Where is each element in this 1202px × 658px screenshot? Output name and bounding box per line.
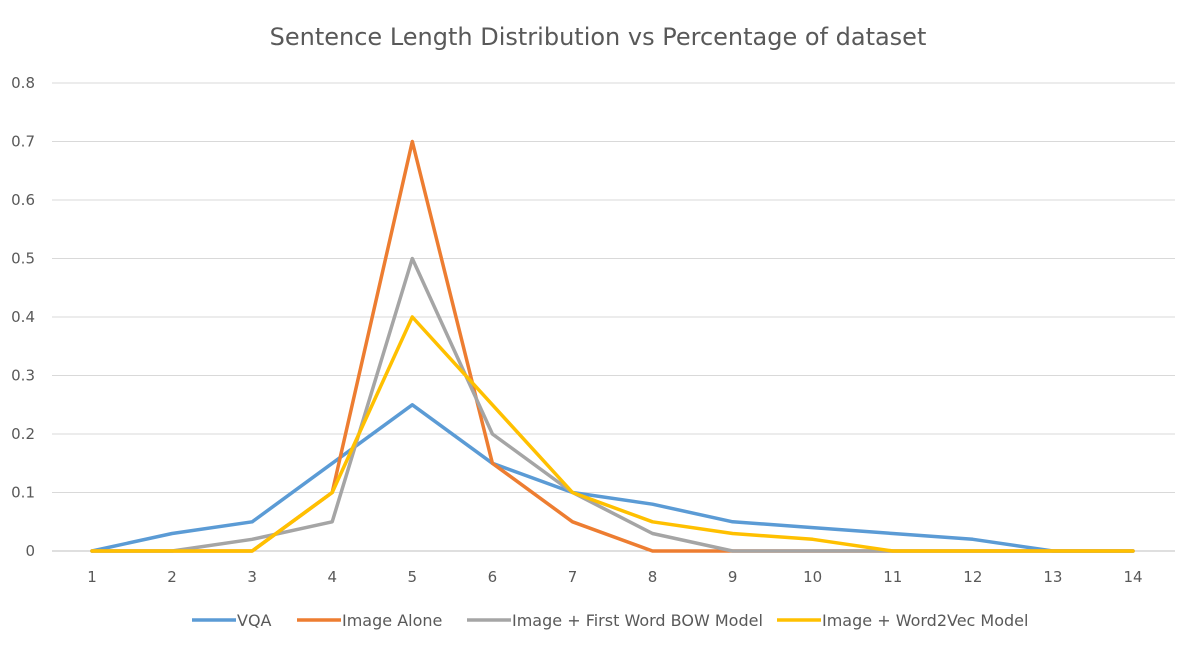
- legend-label-image-word2vec-model: Image + Word2Vec Model: [822, 611, 1028, 630]
- legend-label-image-first-word-bow-model: Image + First Word BOW Model: [512, 611, 763, 630]
- x-tick-label: 5: [408, 568, 418, 586]
- y-tick-label: 0: [25, 542, 35, 560]
- series-line-image-word2vec-model: [90, 315, 1135, 553]
- x-tick-label: 1: [87, 568, 97, 586]
- series-line-vqa: [90, 403, 1135, 553]
- legend: VQA Image Alone Image + First Word BOW Mod…: [192, 611, 1028, 630]
- x-tick-label: 9: [728, 568, 738, 586]
- x-tick-label: 11: [883, 568, 902, 586]
- x-axis-ticks: 1 2 3 4 5 6 7 8 9 10 11 12 13 14: [87, 568, 1142, 586]
- legend-label-vqa: VQA: [237, 611, 272, 630]
- gridlines: [52, 82, 1175, 552]
- x-tick-label: 4: [327, 568, 337, 586]
- y-axis-ticks: 0 0.1 0.2 0.3 0.4 0.5 0.6 0.7 0.8: [11, 74, 35, 560]
- x-tick-label: 8: [648, 568, 658, 586]
- y-tick-label: 0.3: [11, 367, 35, 385]
- legend-label-image-alone: Image Alone: [342, 611, 442, 630]
- y-tick-label: 0.7: [11, 133, 35, 151]
- x-tick-label: 14: [1123, 568, 1142, 586]
- y-tick-label: 0.4: [11, 308, 35, 326]
- x-tick-label: 2: [167, 568, 177, 586]
- y-tick-label: 0.8: [11, 74, 35, 92]
- y-tick-label: 0.1: [11, 484, 35, 502]
- y-tick-label: 0.6: [11, 191, 35, 209]
- x-tick-label: 3: [247, 568, 257, 586]
- series-lines: [90, 139, 1135, 553]
- chart-title: Sentence Length Distribution vs Percenta…: [270, 23, 927, 51]
- x-tick-label: 12: [963, 568, 982, 586]
- x-tick-label: 7: [568, 568, 578, 586]
- y-tick-label: 0.2: [11, 425, 35, 443]
- y-tick-label: 0.5: [11, 250, 35, 268]
- x-tick-label: 10: [803, 568, 822, 586]
- x-tick-label: 13: [1043, 568, 1062, 586]
- x-tick-label: 6: [488, 568, 498, 586]
